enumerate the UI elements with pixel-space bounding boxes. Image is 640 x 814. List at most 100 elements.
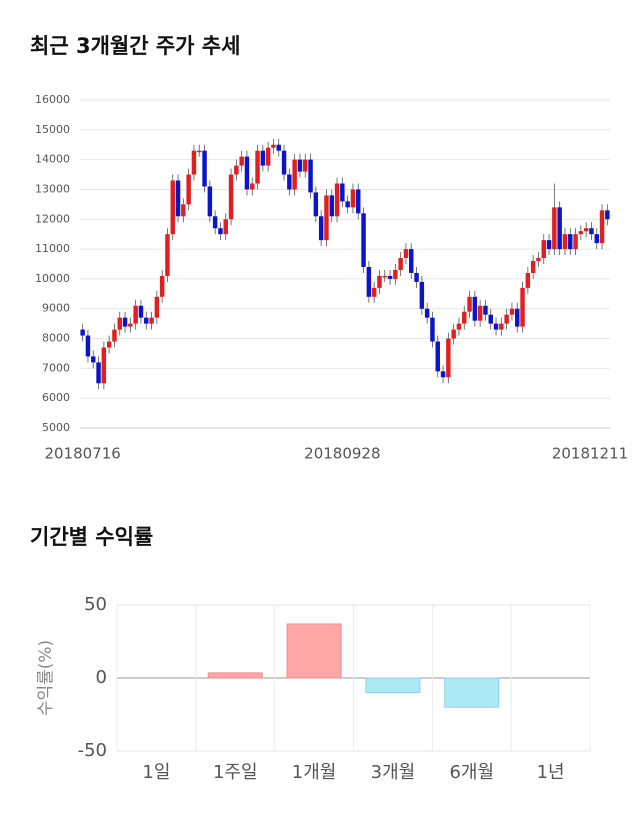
candle-body bbox=[599, 210, 605, 244]
candle-body bbox=[515, 308, 520, 327]
x-tick-label: 20180716 bbox=[44, 445, 120, 463]
candle-body bbox=[128, 323, 133, 327]
candle-body bbox=[493, 323, 499, 330]
candle-body bbox=[382, 275, 387, 278]
bar bbox=[207, 672, 263, 679]
bar bbox=[365, 677, 421, 694]
candle-body bbox=[557, 207, 562, 250]
candle-body bbox=[91, 356, 96, 363]
y-tick-label: 14000 bbox=[35, 153, 70, 166]
candle-body bbox=[568, 234, 573, 250]
candle-body bbox=[605, 210, 610, 220]
candle-body bbox=[393, 269, 398, 279]
candle-body bbox=[472, 296, 478, 321]
candle-body bbox=[159, 275, 165, 297]
candle-body bbox=[181, 204, 186, 217]
candle-body bbox=[244, 156, 250, 190]
candle-body bbox=[361, 213, 366, 267]
candle-body bbox=[308, 159, 313, 193]
candle-body bbox=[377, 275, 382, 288]
candle-body bbox=[186, 174, 191, 205]
candle-body bbox=[144, 317, 149, 324]
y-tick-label: 50 bbox=[84, 594, 107, 615]
candle-body bbox=[583, 228, 589, 232]
candle-body bbox=[170, 180, 175, 235]
candle-body bbox=[106, 341, 112, 348]
candle-body bbox=[530, 261, 536, 273]
y-tick-label: 8000 bbox=[42, 332, 70, 345]
y-tick-label: 0 bbox=[96, 667, 107, 688]
candle-body bbox=[424, 308, 430, 318]
candle-body bbox=[191, 150, 197, 175]
y-tick-label: 9000 bbox=[42, 302, 70, 315]
candle-body bbox=[281, 150, 287, 175]
y-tick-label: 16000 bbox=[35, 93, 70, 106]
candle-body bbox=[435, 341, 440, 372]
candle-body bbox=[265, 147, 271, 166]
candle-body bbox=[546, 240, 552, 250]
candle-body bbox=[366, 266, 372, 297]
candle-body bbox=[165, 234, 170, 276]
candle-body bbox=[430, 317, 435, 342]
candle-body bbox=[122, 317, 128, 327]
candle-body bbox=[334, 183, 340, 217]
candle-body bbox=[276, 144, 281, 151]
candle-body bbox=[536, 258, 541, 262]
y-tick-label: 13000 bbox=[35, 182, 70, 195]
candle-body bbox=[345, 201, 350, 208]
y-tick-label: 15000 bbox=[35, 123, 70, 136]
x-tick-label: 1주일 bbox=[213, 762, 258, 783]
candle-body bbox=[520, 287, 525, 327]
candle-body bbox=[271, 144, 276, 148]
candle-body bbox=[207, 186, 213, 217]
y-tick-label: 10000 bbox=[35, 272, 70, 285]
candle-body bbox=[467, 296, 472, 312]
candle-body bbox=[499, 323, 504, 330]
candle-body bbox=[403, 249, 409, 259]
candle-body bbox=[488, 314, 493, 324]
candle-body bbox=[228, 174, 234, 220]
candle-body bbox=[154, 296, 160, 318]
candle-body bbox=[462, 311, 467, 324]
candle-body bbox=[409, 249, 414, 273]
candle-body bbox=[504, 314, 509, 324]
candle-body bbox=[440, 371, 446, 378]
candle-body bbox=[133, 305, 138, 324]
candle-body bbox=[117, 317, 122, 330]
candle-body bbox=[525, 272, 531, 288]
candle-body bbox=[292, 159, 297, 190]
candle-body bbox=[578, 231, 584, 235]
candle-body bbox=[218, 228, 223, 235]
candle-body bbox=[562, 234, 568, 250]
candle-body bbox=[419, 281, 425, 309]
candle-body bbox=[212, 216, 218, 229]
candle-body bbox=[318, 216, 324, 241]
candle-body bbox=[552, 207, 557, 250]
y-tick-label: 5000 bbox=[42, 421, 70, 434]
candle-body bbox=[234, 165, 239, 175]
candle-body bbox=[387, 275, 393, 279]
chart-title: 최근 3개월간 주가 추세 bbox=[30, 34, 240, 58]
candle-body bbox=[138, 305, 144, 318]
y-tick-label: 11000 bbox=[35, 242, 70, 255]
candle-body bbox=[573, 234, 578, 250]
candle-body bbox=[509, 308, 515, 315]
x-tick-label: 1일 bbox=[142, 762, 170, 783]
candle-body bbox=[85, 335, 91, 357]
candle-body bbox=[398, 258, 403, 270]
candle-body bbox=[589, 228, 594, 235]
candle-body bbox=[297, 159, 303, 172]
candle-body bbox=[446, 338, 451, 378]
bar bbox=[444, 677, 500, 708]
x-tick-label: 20181211 bbox=[552, 445, 628, 463]
candle-body bbox=[477, 305, 483, 321]
candle-body bbox=[149, 317, 154, 324]
candle-body bbox=[223, 219, 228, 235]
y-axis-label: 수익률(%) bbox=[36, 640, 56, 716]
candle-body bbox=[329, 195, 334, 217]
candle-body bbox=[340, 183, 345, 202]
candle-body bbox=[287, 174, 292, 190]
candle-body bbox=[260, 150, 266, 166]
candle-body bbox=[239, 156, 244, 166]
